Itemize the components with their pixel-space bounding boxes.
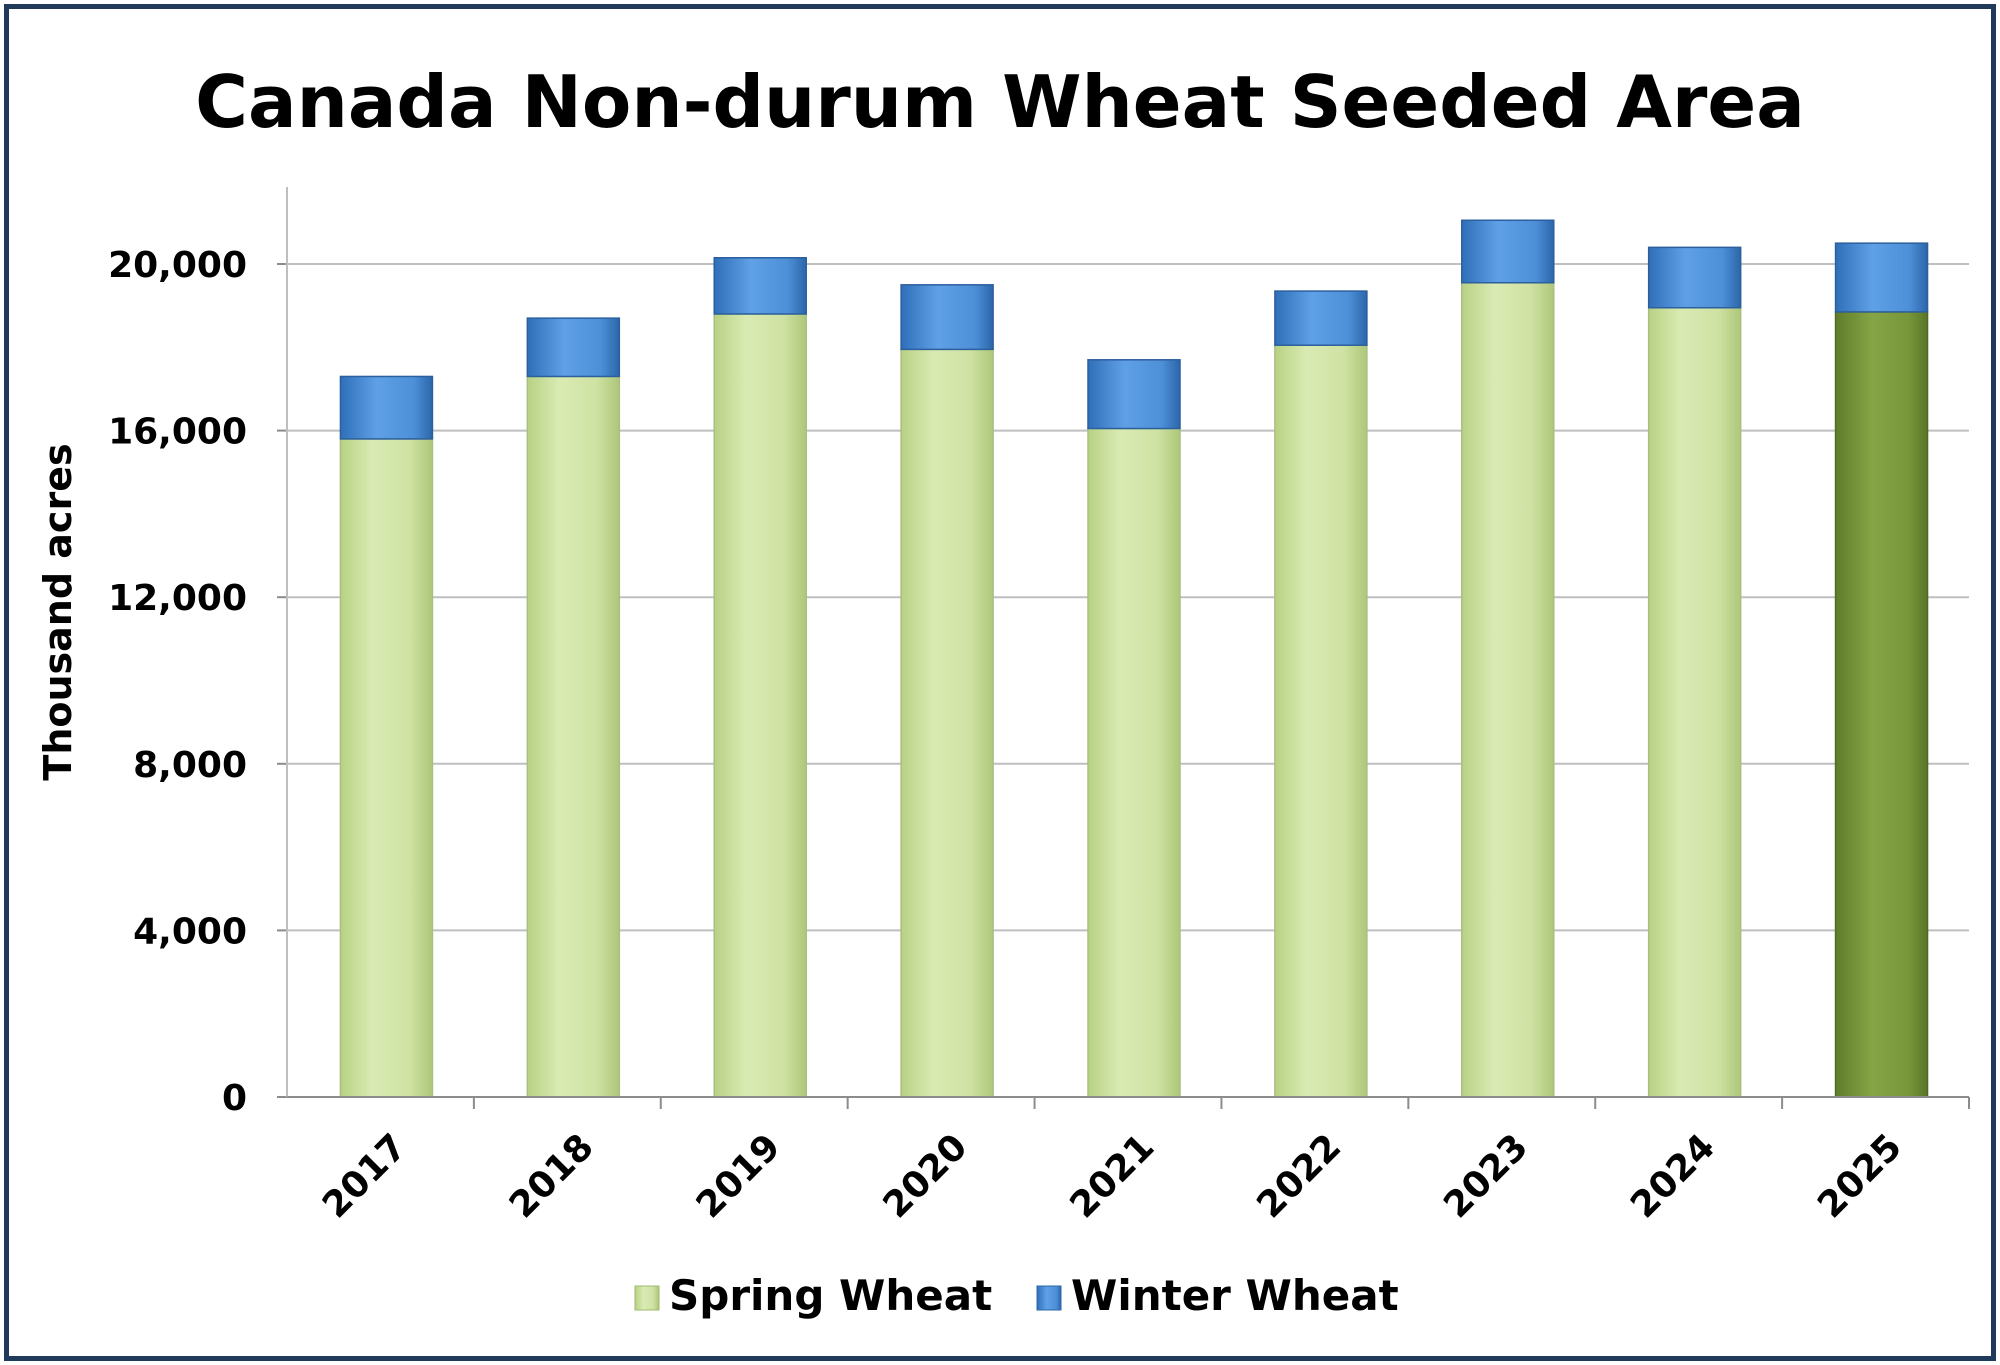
bar-spring-wheat-2025	[1834, 311, 1929, 1098]
x-axis-ticks: 2017 2018 2019 2020 2021 2022 2023 2024 2025	[315, 1097, 1970, 1226]
x-tick-label: 2025	[1810, 1126, 1910, 1226]
bar-spring-wheat-2024	[1647, 306, 1742, 1098]
bar-spring-wheat-2018	[526, 375, 621, 1098]
legend: Spring Wheat Winter Wheat	[634, 1271, 1399, 1320]
bar-spring-wheat-2021	[1087, 427, 1181, 1098]
bars	[339, 219, 1929, 1098]
x-tick-label: 2023	[1436, 1126, 1536, 1226]
y-tick-label: 16,000	[108, 412, 247, 453]
legend-item-winter-wheat: Winter Wheat	[1036, 1271, 1399, 1320]
y-tick-label: 20,000	[108, 245, 247, 286]
x-tick-label: 2021	[1063, 1126, 1163, 1226]
y-axis-ticks: 0 4,000 8,000 12,000 16,000 20,000	[108, 245, 287, 1119]
chart-frame: Canada Non-durum Wheat Seeded Area 0 4,00…	[4, 4, 1996, 1361]
legend-label-spring-wheat: Spring Wheat	[669, 1271, 992, 1320]
bar-spring-wheat-2022	[1274, 344, 1368, 1098]
x-tick-label: 2024	[1623, 1126, 1723, 1226]
x-tick-label: 2020	[876, 1126, 976, 1226]
bar-chart: Canada Non-durum Wheat Seeded Area 0 4,00…	[36, 60, 1970, 1320]
bar-spring-wheat-2019	[713, 313, 807, 1098]
bar-spring-wheat-2020	[900, 348, 994, 1098]
bar-winter-wheat-2018	[526, 317, 621, 378]
y-axis-title: Thousand acres	[36, 443, 80, 780]
bar-winter-wheat-2019	[713, 257, 807, 315]
bar-winter-wheat-2025	[1834, 242, 1929, 313]
y-tick-label: 0	[222, 1078, 247, 1119]
legend-swatch-spring-wheat	[634, 1285, 660, 1311]
y-tick-label: 12,000	[108, 578, 247, 619]
bar-winter-wheat-2021	[1087, 359, 1181, 430]
bar-winter-wheat-2020	[900, 284, 994, 351]
bar-spring-wheat-2023	[1461, 281, 1555, 1098]
y-tick-label: 8,000	[133, 745, 247, 786]
x-tick-label: 2017	[315, 1126, 415, 1226]
bar-winter-wheat-2023	[1461, 219, 1555, 284]
legend-swatch-winter-wheat	[1036, 1285, 1062, 1311]
bar-winter-wheat-2022	[1274, 290, 1368, 346]
chart-title: Canada Non-durum Wheat Seeded Area	[195, 60, 1805, 144]
y-tick-label: 4,000	[133, 911, 247, 952]
x-tick-label: 2018	[502, 1126, 602, 1226]
bar-winter-wheat-2017	[339, 375, 434, 440]
x-tick-label: 2022	[1249, 1126, 1349, 1226]
bar-spring-wheat-2017	[339, 438, 434, 1098]
legend-item-spring-wheat: Spring Wheat	[634, 1271, 992, 1320]
bar-winter-wheat-2024	[1647, 246, 1742, 309]
x-tick-label: 2019	[689, 1126, 789, 1226]
legend-label-winter-wheat: Winter Wheat	[1071, 1271, 1399, 1320]
